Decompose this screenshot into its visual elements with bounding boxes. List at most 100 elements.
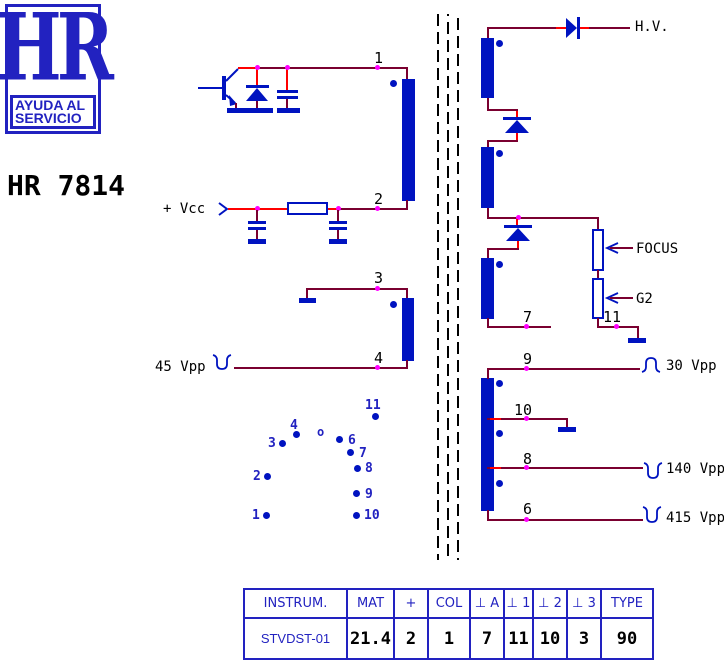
wire-pin1 (257, 67, 408, 69)
waveform-positive-pulse-icon (641, 357, 661, 373)
focus-arrow-icon (604, 242, 633, 254)
pin6-dot (524, 517, 529, 522)
pinout-pin1-label: 1 (252, 508, 260, 523)
value-gnd-a: 7 (469, 617, 505, 660)
capacitor-icon (329, 227, 347, 230)
wire (566, 418, 568, 428)
ground-icon (558, 427, 576, 432)
vpp415-label: 415 Vpp (666, 510, 724, 526)
pin6-label: 6 (523, 500, 533, 518)
ground-icon (227, 108, 250, 113)
pin1-label: 1 (374, 49, 384, 67)
pin8-label: 8 (523, 450, 533, 468)
wire (487, 248, 489, 258)
pinout-pin2-dot (264, 473, 271, 480)
pin7-dot (524, 324, 529, 329)
header-gnd-3: ⊥ 3 (566, 588, 602, 619)
model-number: HR 7814 (7, 169, 126, 202)
hv-winding-2 (481, 147, 494, 208)
pinout-pin9-dot (353, 490, 360, 497)
polarity-dot (496, 430, 503, 437)
pin3-label: 3 (374, 269, 384, 287)
ground-icon (277, 108, 300, 113)
wire-pin2 (338, 208, 408, 210)
wire (487, 369, 489, 379)
g2-arrow-icon (604, 292, 633, 304)
tagline-line2: SERVICIO (15, 110, 82, 126)
pinout-pin2-label: 2 (253, 469, 261, 484)
value-instrum: STVDST-01 (243, 617, 348, 660)
transistor-icon (198, 68, 239, 108)
value-col: 1 (427, 617, 471, 660)
vpp30-label: 30 Vpp (666, 358, 717, 374)
wire (487, 217, 599, 219)
hv-diode-icon (577, 17, 580, 39)
pinout-center-mark: o (317, 425, 325, 439)
pinout-pin8-label: 8 (365, 461, 373, 476)
header-type: TYPE (600, 588, 654, 619)
pinout-pin4-dot (293, 431, 300, 438)
hr-logo-monogram: HR (0, 0, 114, 102)
wire (516, 133, 518, 141)
wire (487, 140, 518, 142)
wire-pin9 (487, 368, 640, 370)
focus-label: FOCUS (636, 241, 679, 257)
header-gnd-a: ⊥ A (469, 588, 505, 619)
wire (406, 360, 408, 369)
junction-dot (285, 65, 290, 70)
wire (597, 318, 599, 328)
pin11-label: 11 (603, 308, 622, 326)
pinout-pin7-label: 7 (359, 446, 367, 461)
diode-icon (246, 85, 269, 88)
diode-icon (506, 228, 530, 241)
header-mat: MAT (346, 588, 395, 619)
wire (256, 210, 258, 221)
wire (637, 326, 639, 339)
ground-icon (329, 239, 347, 244)
pinout-pin10-dot (353, 512, 360, 519)
wire (337, 210, 339, 221)
vcc-label: + Vcc (163, 201, 206, 217)
junction-dot (336, 206, 341, 211)
wire-pin3 (306, 288, 408, 290)
ground-icon (250, 108, 273, 113)
header-plus: + (393, 588, 429, 619)
wire (286, 69, 288, 91)
wire (337, 230, 339, 239)
wire-pin7 (487, 326, 551, 328)
capacitor-icon (277, 96, 298, 99)
polarity-dot (390, 80, 397, 87)
pin4-label: 4 (374, 349, 384, 367)
wire-hv (487, 27, 556, 29)
ground-icon (299, 298, 316, 303)
polarity-dot (496, 261, 503, 268)
value-gnd-3: 3 (566, 617, 602, 660)
winding-3-4 (402, 298, 414, 361)
spec-table: INSTRUM. MAT + COL ⊥ A ⊥ 1 ⊥ 2 ⊥ 3 TYPE … (243, 588, 654, 660)
pin2-label: 2 (374, 190, 384, 208)
wire (490, 418, 501, 420)
wire-pin6 (487, 519, 643, 521)
wire (589, 27, 630, 29)
pin7-label: 7 (523, 308, 533, 326)
spec-table-header-row: INSTRUM. MAT + COL ⊥ A ⊥ 1 ⊥ 2 ⊥ 3 TYPE (243, 588, 654, 619)
value-mat: 21.4 (346, 617, 395, 660)
header-gnd-2: ⊥ 2 (532, 588, 568, 619)
pin11-dot (614, 324, 619, 329)
wire (556, 27, 566, 29)
pinout-pin9-label: 9 (365, 487, 373, 502)
pinout-pin8-dot (354, 465, 361, 472)
wire (487, 510, 489, 520)
diode-icon (503, 117, 531, 120)
header-gnd-1: ⊥ 1 (503, 588, 534, 619)
wire (517, 241, 519, 249)
wire-pin11 (599, 326, 639, 328)
spec-table-value-row: STVDST-01 21.4 2 1 7 11 10 3 90 (243, 617, 654, 660)
g2-label: G2 (636, 291, 653, 307)
pin9-label: 9 (523, 350, 533, 368)
header-col: COL (427, 588, 471, 619)
wire (406, 200, 408, 209)
junction-dot (516, 215, 521, 220)
wire (487, 208, 489, 219)
pinout-pin11-label: 11 (365, 398, 381, 413)
